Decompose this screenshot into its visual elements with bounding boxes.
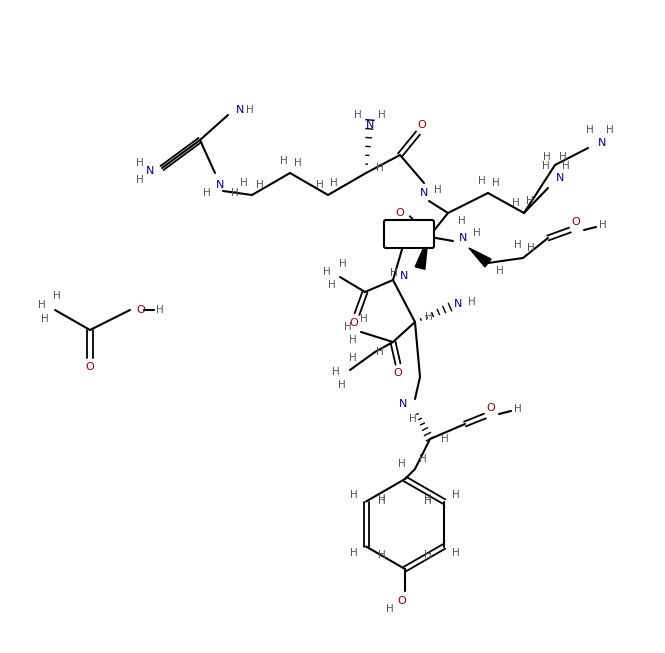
Text: N: N [556,173,565,183]
Text: H: H [332,367,340,377]
Text: H: H [280,156,288,166]
Text: H: H [424,494,432,505]
Text: N: N [459,233,467,243]
Text: H: H [514,404,522,414]
Text: H: H [512,198,520,208]
Text: O: O [350,318,358,328]
Text: H: H [338,380,346,390]
Text: H: H [354,110,362,120]
Text: H: H [328,280,336,290]
Text: O: O [572,217,581,227]
Text: H: H [378,496,386,507]
Text: H: H [344,322,352,332]
Text: N: N [454,299,462,309]
Text: H: H [527,243,535,253]
Text: H: H [468,297,476,307]
Text: H: H [441,434,449,444]
Text: H: H [599,220,607,230]
Text: H: H [514,240,522,250]
FancyBboxPatch shape [384,220,434,248]
Polygon shape [415,238,428,269]
Text: O: O [487,403,495,413]
Text: H: H [136,158,144,168]
Text: H: H [559,152,567,162]
Text: H: H [409,414,417,424]
Text: H: H [240,178,248,188]
Text: H: H [542,161,550,171]
Text: H: H [606,125,614,135]
Text: H: H [473,228,481,238]
Text: H: H [349,353,357,363]
Text: H: H [496,266,504,276]
Text: N: N [146,166,154,176]
Text: H: H [231,188,239,198]
Text: N: N [399,399,407,409]
Text: H: H [360,314,368,324]
Text: H: H [330,178,338,188]
Text: N: N [598,138,606,148]
Text: H: H [492,178,500,188]
Text: H: H [386,604,394,614]
Text: H: H [350,549,358,558]
Text: O: O [398,596,406,606]
Text: H: H [294,158,302,168]
Text: H: H [256,180,264,190]
Text: H: H [390,268,398,278]
Text: H: H [376,347,384,357]
Text: H: H [419,454,427,464]
Text: O: O [136,305,145,315]
Text: H: H [458,216,466,226]
Text: H: H [398,459,406,469]
Text: H: H [526,196,534,206]
Text: H: H [339,259,347,269]
Text: H: H [586,125,594,135]
Text: H: H [203,188,211,198]
Text: H: H [562,161,570,171]
Text: H: H [378,550,386,560]
Text: N: N [236,105,244,115]
Text: H: H [424,550,432,560]
Text: H: H [350,490,358,500]
Text: H: H [316,180,324,190]
Text: H: H [424,496,432,507]
Text: H: H [543,152,551,162]
Text: O: O [418,120,426,130]
Text: H: H [246,105,254,115]
Text: H: H [38,300,46,310]
Text: H: H [376,163,384,173]
Text: H: H [136,175,144,185]
Text: H: H [53,291,61,301]
Text: O: O [86,362,94,372]
Text: H: H [378,110,386,120]
Text: N: N [400,271,408,281]
Text: O: O [396,208,404,218]
Text: Abs: Abs [397,229,419,242]
Text: N: N [366,120,374,130]
Text: H: H [349,335,357,345]
Text: H: H [41,314,49,324]
Text: H: H [478,176,486,186]
Text: H: H [156,305,164,315]
Text: N: N [216,180,224,190]
Text: H: H [378,494,386,505]
Text: H: H [452,549,460,558]
Text: H: H [425,312,433,322]
Text: N: N [420,188,428,198]
Text: H: H [434,185,442,195]
Polygon shape [469,248,491,267]
Text: H: H [452,490,460,500]
Text: H: H [323,267,331,277]
Text: O: O [394,368,402,378]
